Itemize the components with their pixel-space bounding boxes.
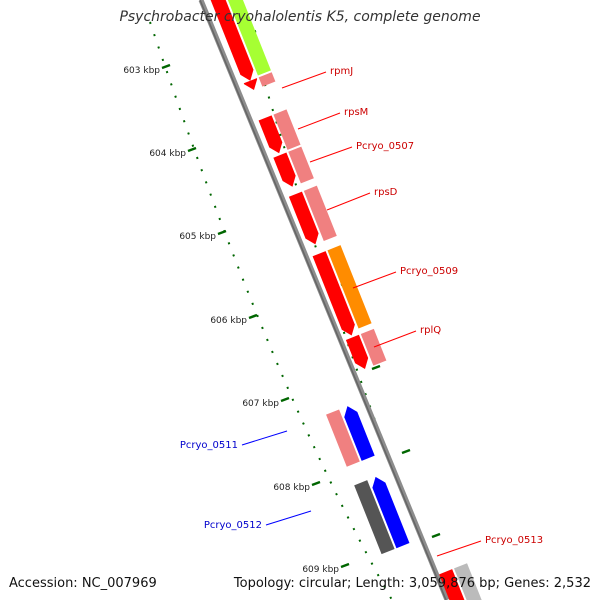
gene-feature-light-gray [454, 563, 482, 600]
leader-line [265, 510, 312, 526]
gene-feature-red [439, 569, 465, 600]
leader-line [241, 430, 288, 446]
gene-feature-pink [288, 146, 314, 184]
gene-feature-orange [327, 245, 372, 329]
backbone-line [198, 0, 450, 600]
gene-labels: rpmJ rpsM Pcryo_0507 rpsD Pcryo_0509 rplQ Pcry… [180, 66, 543, 546]
leader-line [309, 146, 353, 163]
kbp-scale-labels: 603 kbp 604 kbp 605 kbp 606 kbp 607 kbp 608 k… [123, 66, 339, 575]
gene-feature-red [273, 152, 296, 187]
gene-label[interactable]: rplQ [420, 325, 441, 336]
gene-feature-red [312, 251, 355, 336]
gene-feature-pink [303, 185, 337, 242]
backbone-edge [199, 0, 447, 600]
kbp-label: 607 kbp [242, 399, 279, 409]
leader-line [297, 112, 341, 130]
gene-label[interactable]: Pcryo_0511 [180, 440, 238, 451]
kbp-label: 609 kbp [302, 565, 339, 575]
kbp-label: 608 kbp [273, 483, 310, 493]
gene-label[interactable]: rpsD [374, 187, 398, 198]
outer-major-tick [431, 532, 441, 539]
gene-features [210, 0, 482, 600]
gene-feature-lime [227, 0, 271, 76]
gene-label[interactable]: Pcryo_0507 [356, 141, 414, 152]
kbp-major-tick [311, 480, 321, 487]
gene-feature-blue [372, 476, 410, 549]
accession-text: Accession: NC_007969 [9, 576, 157, 591]
gene-label[interactable]: rpmJ [330, 66, 353, 77]
outer-major-tick [401, 448, 411, 455]
leader-line [436, 540, 482, 557]
kbp-label: 604 kbp [149, 149, 186, 159]
gene-feature-red [210, 0, 254, 81]
map-title: Psychrobacter cryohalolentis K5, complet… [119, 9, 481, 25]
gene-feature-red [345, 334, 369, 370]
leader-line [281, 71, 327, 89]
kbp-major-tick [340, 562, 350, 569]
gene-feature-pink [273, 109, 301, 150]
gene-feature-red [258, 115, 283, 154]
kbp-label: 606 kbp [210, 316, 247, 326]
leader-line [373, 330, 417, 348]
gene-feature-dark-gray [354, 480, 395, 555]
kbp-major-tick [217, 229, 227, 236]
gene-label[interactable]: Pcryo_0512 [204, 520, 262, 531]
gene-feature-pink [326, 409, 360, 467]
gene-feature-pink [258, 72, 276, 87]
gene-label[interactable]: Pcryo_0509 [400, 266, 458, 277]
kbp-label: 603 kbp [123, 66, 160, 76]
gene-feature-pink [360, 328, 387, 366]
kbp-major-tick [280, 396, 290, 403]
gene-feature-red [288, 191, 319, 245]
label-leader-lines [241, 71, 482, 557]
genome-summary-text: Topology: circular; Length: 3,059,876 bp… [233, 576, 591, 591]
gene-feature-red [243, 78, 258, 91]
kbp-major-tick [187, 146, 197, 153]
leader-line [326, 192, 371, 211]
genome-backbone [198, 0, 450, 600]
gene-label[interactable]: Pcryo_0513 [485, 535, 543, 546]
gene-label[interactable]: rpsM [344, 107, 368, 118]
kbp-major-tick [248, 313, 258, 320]
kbp-label: 605 kbp [179, 232, 216, 242]
kbp-tick-marks [149, 21, 447, 600]
gene-feature-blue [344, 406, 375, 461]
leader-line [352, 271, 397, 289]
outer-major-tick [371, 364, 381, 371]
kbp-major-tick [161, 63, 171, 70]
